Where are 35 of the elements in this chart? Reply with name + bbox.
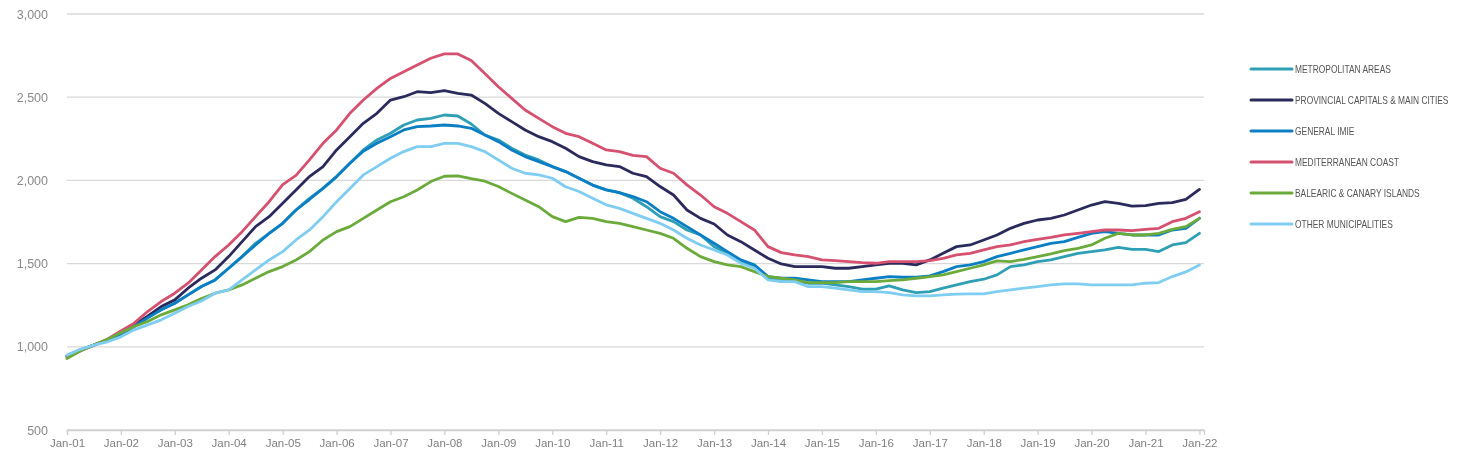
x-tick-label: Jan-11 [589,437,624,450]
legend-label: BALEARIC & CANARY ISLANDS [1295,186,1420,199]
y-tick-label: 1,000 [16,340,49,355]
x-tick-label: Jan-10 [535,437,571,450]
x-tick-label: Jan-09 [481,437,517,450]
y-tick-label: 2,000 [16,173,49,188]
line-series [65,174,1201,360]
x-tick-label: Jan-06 [319,437,355,450]
y-tick-label: 1,500 [16,257,49,272]
x-tick-label: Jan-18 [966,437,1002,450]
x-tick-label: Jan-04 [211,437,248,450]
legend-label: PROVINCIAL CAPITALS & MAIN CITIES [1295,93,1449,106]
legend-label: GENERAL IMIE [1295,124,1355,137]
legend-label: MEDITERRANEAN COAST [1295,155,1400,168]
x-tick-label: Jan-16 [858,437,894,450]
legend-label: OTHER MUNICIPALITIES [1295,217,1393,230]
x-tick-label: Jan-21 [1128,437,1164,450]
x-tick-label: Jan-15 [804,437,840,450]
x-tick-label: Jan-14 [750,437,787,450]
y-tick-label: 2,500 [16,90,49,105]
x-tick-label: Jan-13 [697,437,733,450]
x-tick-label: Jan-17 [912,437,948,450]
x-tick-label: Jan-20 [1074,437,1110,450]
y-tick-label: 500 [27,423,49,438]
x-tick-label: Jan-08 [427,437,463,450]
x-tick-label: Jan-02 [103,437,139,450]
x-tick-label: Jan-12 [643,437,679,450]
x-tick-label: Jan-03 [157,437,193,450]
x-tick-label: Jan-19 [1020,437,1056,450]
x-tick-label: Jan-22 [1182,437,1218,450]
x-tick-label: Jan-01 [49,437,86,450]
x-tick-label: Jan-05 [265,437,301,450]
x-tick-label: Jan-07 [373,437,409,450]
y-tick-label: 3,000 [16,7,49,22]
legend-label: METROPOLITAN AREAS [1295,62,1391,75]
